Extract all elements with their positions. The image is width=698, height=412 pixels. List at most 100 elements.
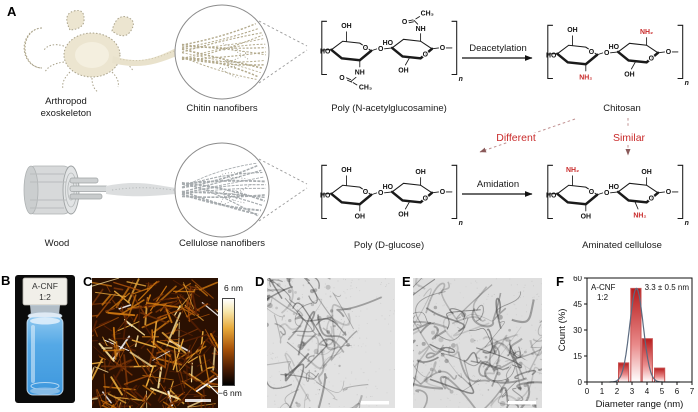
carbonyl-oxygen: O xyxy=(402,19,408,26)
chitin-fiber-stream xyxy=(112,48,179,67)
ho-group: HO xyxy=(383,184,394,191)
chitin-zoom-circle xyxy=(174,4,270,100)
repeat-subscript: n xyxy=(685,80,689,87)
ho-group: HO xyxy=(609,44,620,51)
afm-image xyxy=(66,277,242,412)
oh-group: OH xyxy=(355,214,365,221)
histogram-bar xyxy=(641,338,653,383)
chain-oxygen: O xyxy=(440,45,446,52)
glycosidic-oxygen: O xyxy=(378,190,384,197)
repeat-subscript: n xyxy=(685,220,689,227)
ring-oxygen: O xyxy=(649,195,655,202)
panel-b-label: B xyxy=(1,273,11,288)
svg-text:0: 0 xyxy=(585,387,590,396)
glycosidic-oxygen: O xyxy=(604,50,610,57)
comparison-annotations: Different Similar xyxy=(479,118,646,156)
vial-label-line1: A-CNF xyxy=(32,281,58,291)
oh-group: OH xyxy=(341,167,351,174)
arthropod-label-line2: exoskeleton xyxy=(41,108,92,119)
similar-label: Similar xyxy=(613,132,646,144)
deacetylation-arrow: Deacetylation xyxy=(462,43,533,61)
amidation-arrow: Amidation xyxy=(462,179,533,197)
y-axis-label: Count (%) xyxy=(557,309,568,352)
ring-oxygen: O xyxy=(363,189,369,196)
chain-oxygen: O xyxy=(666,49,672,56)
mean-diameter-annotation: 3.3 ± 0.5 nm xyxy=(645,283,690,292)
amine-group: NH₂ xyxy=(633,213,646,220)
molecule-chitin: OH HO O NH O CH₃ O HO O NH O CH₃ OH O xyxy=(320,11,463,92)
poly-d-glucose-caption: Poly (D-glucose) xyxy=(354,240,424,251)
zoom-callout-line xyxy=(258,187,308,222)
ho-group: HO xyxy=(546,53,557,60)
afm-scale-max: 6 nm xyxy=(224,283,243,293)
ho-group: HO xyxy=(546,193,557,200)
aminated-cellulose-caption: Aminated cellulose xyxy=(582,240,662,251)
zoom-callout-line xyxy=(258,20,308,47)
deacetylation-label: Deacetylation xyxy=(469,43,527,54)
ring-oxygen: O xyxy=(649,55,655,62)
panel-f-label: F xyxy=(556,274,564,289)
methyl-group: CH₃ xyxy=(421,11,434,18)
svg-text:6: 6 xyxy=(675,387,680,396)
molecule-cellulose: OH HO O OH O HO O OH OH O n xyxy=(320,164,463,227)
wood-label: Wood xyxy=(45,238,70,249)
histogram-bars xyxy=(618,287,666,383)
chain-oxygen: O xyxy=(666,189,672,196)
wood-illustration xyxy=(23,165,109,215)
panel-d-label: D xyxy=(255,274,265,289)
chitosan-caption: Chitosan xyxy=(603,103,641,114)
nh-group: NH xyxy=(416,26,426,33)
oh-group: OH xyxy=(415,169,425,176)
oh-group: OH xyxy=(624,72,634,79)
svg-text:30: 30 xyxy=(573,326,582,335)
ring-oxygen: O xyxy=(589,189,595,196)
amidation-label: Amidation xyxy=(477,179,519,190)
panel-e-label: E xyxy=(402,274,411,289)
ring-oxygen: O xyxy=(423,51,429,58)
svg-text:7: 7 xyxy=(690,387,695,396)
repeat-subscript: n xyxy=(459,220,463,227)
glycosidic-oxygen: O xyxy=(378,46,384,53)
zoom-callout-line xyxy=(258,158,308,185)
oh-group: OH xyxy=(581,214,591,221)
molecule-chitosan: OH HO O NH₂ O HO O NH₂ OH O n xyxy=(546,24,689,87)
vial-label-line2: 1:2 xyxy=(39,292,51,302)
nh-group: NH xyxy=(355,70,365,77)
crab-illustration xyxy=(23,10,134,93)
chain-oxygen: O xyxy=(440,189,446,196)
cellulose-nanofibers-label: Cellulose nanofibers xyxy=(179,238,265,249)
carbonyl-oxygen: O xyxy=(339,75,345,82)
svg-text:4: 4 xyxy=(645,387,650,396)
oh-group: OH xyxy=(341,23,351,30)
arthropod-label-line1: Arthropod xyxy=(45,96,87,107)
diameter-histogram: 0 15 30 45 60 0 1 2 3 4 5 6 7 Diameter range (nm) Coun… xyxy=(556,274,698,412)
svg-text:2: 2 xyxy=(615,387,620,396)
svg-text:1: 1 xyxy=(600,387,605,396)
repeat-subscript: n xyxy=(459,76,463,83)
methyl-group: CH₃ xyxy=(359,85,372,92)
glycosidic-oxygen: O xyxy=(604,190,610,197)
oh-group: OH xyxy=(567,27,577,34)
panel-c-label: C xyxy=(83,274,93,289)
x-axis-label: Diameter range (nm) xyxy=(596,399,684,410)
chitin-nanofibers-label: Chitin nanofibers xyxy=(186,103,258,114)
sample-annotation-line1: A-CNF xyxy=(591,283,616,292)
afm-scale-min: −6 nm xyxy=(218,388,242,398)
svg-text:0: 0 xyxy=(578,378,583,387)
panel-a-label: A xyxy=(7,4,17,19)
ho-group: HO xyxy=(320,193,331,200)
zoom-callout-line xyxy=(258,49,308,84)
svg-text:15: 15 xyxy=(573,352,582,361)
amine-group: NH₂ xyxy=(579,74,592,81)
cellulose-fiber-stream xyxy=(106,182,176,197)
molecule-aminated-cellulose: NH₂ HO O OH O HO O OH NH₂ O n xyxy=(546,164,689,227)
ho-group: HO xyxy=(609,184,620,191)
tem-image-d xyxy=(211,217,396,412)
ho-group: HO xyxy=(320,49,331,56)
afm-color-scale xyxy=(222,298,235,386)
oh-group: OH xyxy=(641,169,651,176)
ring-oxygen: O xyxy=(589,49,595,56)
amine-group: NH₂ xyxy=(640,29,653,36)
sample-annotation-line2: 1:2 xyxy=(597,293,609,302)
